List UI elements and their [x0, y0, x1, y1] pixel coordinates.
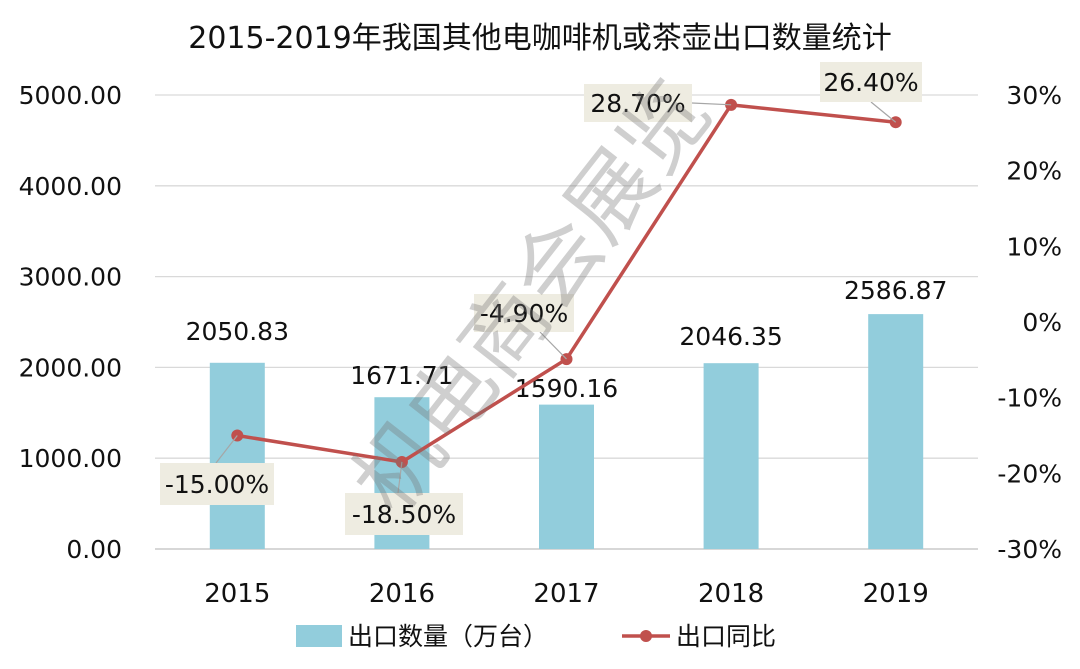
leader-line [397, 461, 403, 494]
line-data-label: -18.50% [352, 500, 456, 529]
x-axis-tick-label: 2017 [533, 579, 599, 609]
left-axis-tick-label: 5000.00 [19, 81, 122, 110]
right-axis-tick-label: 20% [1006, 157, 1062, 186]
left-axis-tick-label: 4000.00 [19, 172, 122, 201]
leader-line [215, 435, 238, 464]
bar [539, 404, 594, 549]
line-label-box [584, 84, 692, 122]
bar-data-label: 1671.71 [350, 361, 453, 390]
gridlines [155, 94, 978, 550]
chart-title: 2015-2019年我国其他电咖啡机或茶壶出口数量统计 [188, 21, 892, 56]
left-axis-tick-label: 3000.00 [19, 263, 122, 292]
line-data-label: 28.70% [590, 89, 685, 118]
right-axis-ticks: -30% -20% -10% 0% 10% 20% 30% [997, 81, 1062, 564]
x-axis-ticks: 2015 2016 2017 2018 2019 [204, 579, 929, 609]
line-label-box [820, 62, 922, 102]
bar [703, 363, 759, 549]
left-axis-tick-label: 2000.00 [19, 353, 122, 382]
legend-swatch-bar [296, 625, 342, 647]
line-data-labels: -15.00% -18.50% -4.90% 28.70% 26.40% [160, 62, 922, 535]
right-axis-tick-label: -30% [997, 535, 1062, 564]
leader-line [870, 101, 897, 123]
x-axis-tick-label: 2016 [369, 579, 435, 609]
legend-marker-line [640, 630, 652, 642]
line-label-box [474, 294, 574, 332]
legend-label-bar: 出口数量（万台） [348, 622, 548, 651]
bar [868, 314, 924, 549]
bar-data-label: 2046.35 [679, 322, 782, 351]
leader-line [539, 331, 567, 360]
watermark-text: 机电商会展览 [334, 63, 730, 531]
right-axis-tick-label: 10% [1006, 232, 1062, 261]
leader-line [691, 102, 732, 106]
bar-data-label: 2586.87 [844, 276, 947, 305]
right-axis-tick-label: -10% [997, 384, 1062, 413]
legend-label-line: 出口同比 [676, 622, 776, 651]
line-data-label: 26.40% [823, 68, 918, 97]
bar-data-label: 2050.83 [186, 317, 289, 346]
left-axis-ticks: 0.00 1000.00 2000.00 3000.00 4000.00 5000.00 [19, 81, 122, 564]
right-axis-tick-label: 30% [1006, 81, 1062, 110]
bar-series [209, 314, 924, 549]
left-axis-tick-label: 0.00 [66, 535, 122, 564]
line-label-box [160, 463, 274, 505]
x-axis-tick-label: 2015 [204, 579, 270, 609]
line-data-label: -4.90% [480, 299, 568, 328]
line-data-label: -15.00% [165, 470, 269, 499]
bar [209, 362, 265, 549]
left-axis-tick-label: 1000.00 [19, 444, 122, 473]
line-label-box [345, 493, 463, 535]
right-axis-tick-label: -20% [997, 459, 1062, 488]
x-axis-tick-label: 2019 [863, 579, 929, 609]
legend: 出口数量（万台） 出口同比 [296, 622, 776, 651]
right-axis-tick-label: 0% [1022, 308, 1062, 337]
x-axis-tick-label: 2018 [698, 579, 764, 609]
